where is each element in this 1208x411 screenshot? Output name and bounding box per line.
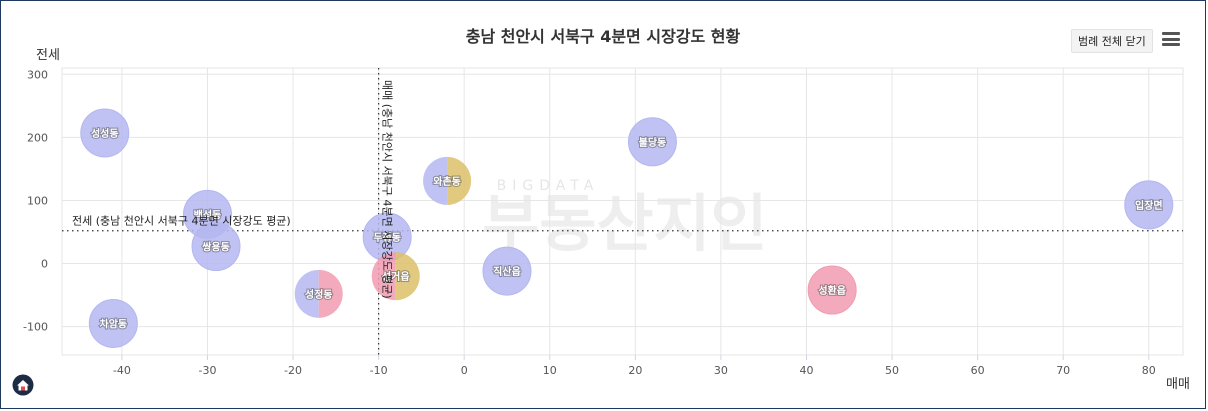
bubble-circle bbox=[807, 265, 857, 315]
bubble-point[interactable]: 성성동 bbox=[80, 108, 130, 158]
x-tick-label: 0 bbox=[461, 364, 468, 377]
bubble-half-left bbox=[294, 269, 319, 318]
x-tick-label: -20 bbox=[284, 364, 302, 377]
x-tick-label: 70 bbox=[1056, 364, 1070, 377]
bubble-label: 쌍용동 bbox=[202, 241, 230, 254]
bubble-label: 불당동 bbox=[639, 136, 667, 149]
bubble-half-left bbox=[371, 252, 396, 301]
watermark: BIGDATA 부동산지인 bbox=[482, 178, 767, 260]
bubble-circle bbox=[482, 246, 532, 296]
bubble-label: 입장면 bbox=[1135, 199, 1163, 212]
bubble-circle bbox=[88, 298, 138, 348]
bubble-circle bbox=[191, 222, 241, 272]
x-tick-label: 20 bbox=[628, 364, 642, 377]
bubble-label: 차암동 bbox=[100, 317, 128, 330]
bubble-point[interactable]: 성환읍 bbox=[807, 265, 857, 315]
x-tick-label: -10 bbox=[370, 364, 388, 377]
bubble-half-left bbox=[423, 156, 448, 205]
bubble-label: 두정동 bbox=[373, 231, 401, 244]
x-tick-label: 40 bbox=[799, 364, 813, 377]
house-logo-icon bbox=[12, 374, 34, 396]
y-tick-label: 300 bbox=[27, 68, 48, 81]
bubble-circle bbox=[1124, 180, 1174, 230]
hamburger-menu-icon[interactable] bbox=[1162, 32, 1180, 46]
plot-area bbox=[61, 67, 1184, 356]
bubble-label: 백석동 bbox=[194, 208, 222, 221]
bubble-label: 직산읍 bbox=[493, 265, 521, 278]
x-tick-label: 50 bbox=[885, 364, 899, 377]
x-tick-label: -30 bbox=[198, 364, 216, 377]
bubble-point[interactable]: 입장면 bbox=[1124, 180, 1174, 230]
x-reference-label: 매매 (충남 천안시 서북구 4분면 시장강도 평균) bbox=[381, 80, 395, 299]
x-tick-label: 80 bbox=[1142, 364, 1156, 377]
watermark-main: 부동산지인 bbox=[482, 187, 767, 260]
bubble-point[interactable]: 성거읍 bbox=[371, 252, 420, 301]
bubble-point[interactable]: 와촌동 bbox=[423, 156, 472, 205]
bubble-point[interactable]: 성정동 bbox=[294, 269, 343, 318]
bubble-point[interactable]: 쌍용동 bbox=[191, 222, 241, 272]
bubble-point[interactable]: 두정동 bbox=[362, 212, 412, 262]
y-reference-label: 전세 (충남 천안시 서북구 4분면 시장강도 평균) bbox=[72, 214, 291, 228]
bubble-label: 성성동 bbox=[91, 127, 119, 140]
bubble-label: 성환읍 bbox=[818, 284, 846, 297]
bubble-point[interactable]: 차암동 bbox=[88, 298, 138, 348]
bubble-circle bbox=[80, 108, 130, 158]
bubble-point[interactable]: 직산읍 bbox=[482, 246, 532, 296]
bubble-half-right bbox=[318, 269, 343, 318]
bubble-label: 성정동 bbox=[305, 288, 333, 301]
x-tick-label: 10 bbox=[543, 364, 557, 377]
watermark-sub: BIGDATA bbox=[497, 178, 600, 194]
x-tick-label: 30 bbox=[714, 364, 728, 377]
bubble-label: 와촌동 bbox=[433, 175, 461, 188]
y-tick-label: -100 bbox=[23, 321, 48, 334]
legend-toggle-button[interactable]: 범례 전체 닫기 bbox=[1071, 29, 1153, 53]
x-tick-label: 60 bbox=[971, 364, 985, 377]
bubble-half-right bbox=[447, 156, 472, 205]
x-tick-label: -40 bbox=[113, 364, 131, 377]
bubble-point[interactable]: 불당동 bbox=[627, 117, 677, 167]
bubble-circle bbox=[627, 117, 677, 167]
bubble-half-right bbox=[395, 252, 420, 301]
y-tick-label: 100 bbox=[27, 194, 48, 207]
x-axis-title: 매매 bbox=[1166, 377, 1190, 392]
bubble-label: 성거읍 bbox=[382, 270, 410, 283]
y-axis-title: 전세 bbox=[36, 48, 60, 63]
chart-title: 충남 천안시 서북구 4분면 시장강도 현황 bbox=[465, 27, 741, 46]
y-tick-label: 200 bbox=[27, 131, 48, 144]
y-tick-label: 0 bbox=[41, 258, 48, 271]
